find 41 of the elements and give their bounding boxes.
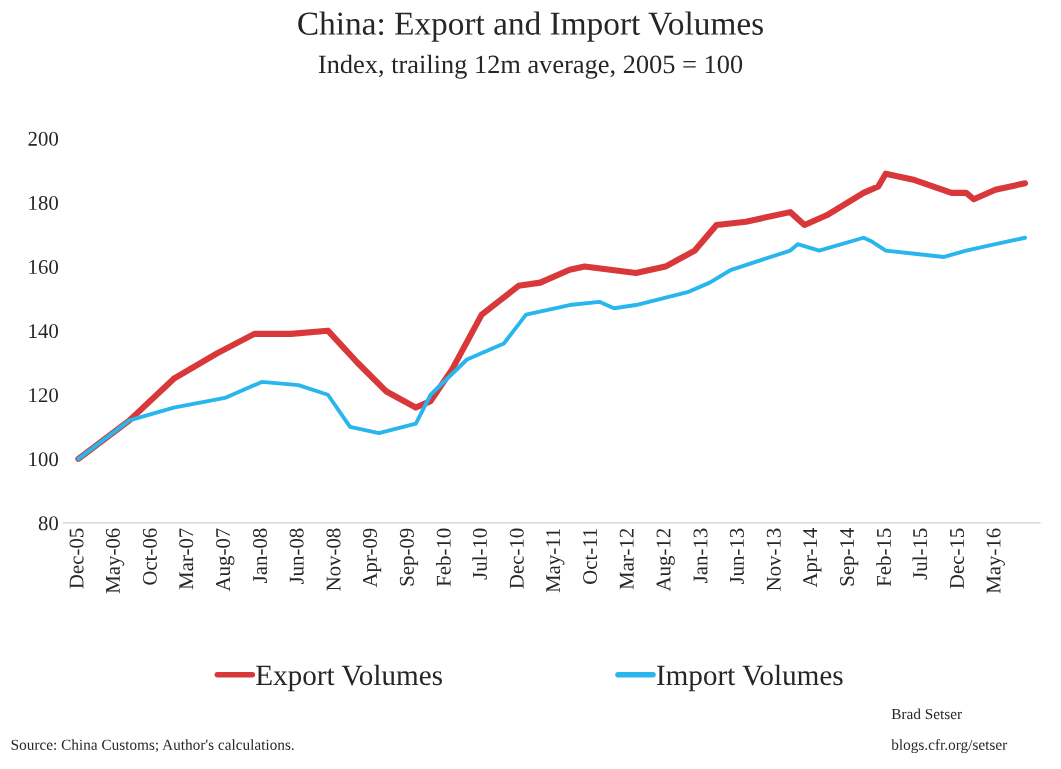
- y-tick-label: 160: [29, 259, 58, 275]
- x-tick-label: Sep-09: [399, 528, 419, 586]
- legend-label: Import Volumes: [656, 664, 843, 692]
- x-tick-label: Sep-14: [840, 528, 859, 586]
- y-tick-label: 180: [29, 195, 58, 210]
- x-tick-label: May-06: [105, 528, 125, 594]
- legend-label: Export Volumes: [256, 664, 442, 692]
- y-tick-label: 120: [29, 388, 58, 403]
- x-tick-label: Apr-14: [803, 528, 822, 588]
- chart-subtitle: Index, trailing 12m average, 2005 = 100: [318, 54, 743, 79]
- x-tick-label: Aug-07: [216, 528, 235, 592]
- x-tick-label: Jan-08: [252, 528, 268, 583]
- text: Brad Setser: [891, 708, 962, 720]
- x-tick-label: Apr-09: [362, 528, 382, 588]
- x-tick-label: Feb-10: [436, 528, 451, 587]
- x-tick-label: Jan-13: [693, 528, 708, 583]
- chart-title: China: Export and Import Volumes: [298, 11, 763, 42]
- x-tick-label: Dec-05: [69, 528, 84, 589]
- x-tick-label: Oct-11: [583, 529, 598, 584]
- text: blogs.cfr.org/setser: [891, 739, 1008, 754]
- x-tick-label: Aug-12: [656, 528, 675, 592]
- x-tick-label: Dec-10: [509, 528, 524, 589]
- x-tick-label: May-16: [986, 528, 1005, 594]
- y-tick-label: 200: [28, 131, 58, 146]
- x-tick-label: Mar-07: [179, 528, 194, 590]
- x-tick-label: Dec-15: [950, 528, 964, 589]
- x-tick-label: Nov-08: [326, 528, 341, 591]
- x-tick-label: Jun-08: [289, 528, 304, 585]
- y-tick-label: 140: [29, 324, 58, 339]
- x-tick-label: Oct-06: [142, 528, 157, 585]
- y-tick-label: 80: [38, 516, 58, 531]
- x-tick-label: Jun-13: [729, 528, 744, 585]
- x-tick-label: Jul-10: [472, 528, 487, 580]
- x-tick-label: Feb-15: [876, 528, 891, 587]
- x-tick-label: Mar-12: [619, 528, 634, 590]
- y-tick-label: 100: [29, 452, 58, 467]
- source-note: Source: China Customs; Author's calculations.: [11, 739, 294, 753]
- x-tick-label: Nov-13: [766, 528, 781, 591]
- x-tick-label: Jul-15: [912, 528, 928, 580]
- line-series: [76, 235, 1028, 461]
- x-tick-label: May-11: [546, 529, 565, 593]
